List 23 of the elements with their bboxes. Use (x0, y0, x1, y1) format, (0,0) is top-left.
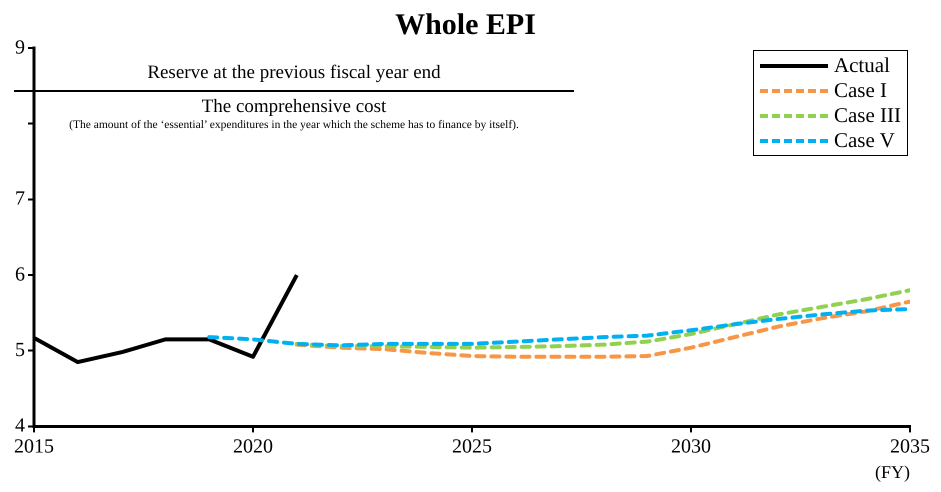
x-axis-title: (FY) (875, 462, 910, 482)
chart-title: Whole EPI (395, 8, 536, 41)
x-tick-label: 2035 (890, 436, 930, 458)
line-series (294, 288, 910, 350)
x-tick-label: 2030 (671, 436, 711, 458)
legend-label: Case III (834, 103, 901, 128)
x-tick-label: 2020 (233, 436, 273, 458)
annotation: Reserve at the previous fiscal year end (146, 62, 442, 85)
y-tick-label: 6 (15, 263, 25, 286)
line-series (294, 300, 910, 359)
x-tick-label: 2025 (452, 436, 492, 458)
annotation: The comprehensive cost (200, 95, 388, 118)
line-series (207, 307, 910, 348)
legend-label: Case V (834, 128, 895, 153)
y-tick-label: 4 (15, 414, 25, 437)
y-tick-label: 7 (15, 188, 25, 210)
fraction-label: Reserve at the previous fiscal year end The comprehensive cost (The amount of the ‘essential’ expenditures in the year which the scheme has to finance by itself). (14, 62, 574, 131)
x-tick-label: 2015 (14, 436, 54, 458)
annotation: (The amount of the ‘essential’ expenditures in the year which the scheme has to finance by itself). (68, 118, 520, 131)
y-tick-label: 5 (15, 338, 25, 361)
legend-label: Actual (834, 53, 890, 78)
legend-label: Case I (834, 78, 888, 103)
y-tick-label: 9 (15, 36, 25, 58)
